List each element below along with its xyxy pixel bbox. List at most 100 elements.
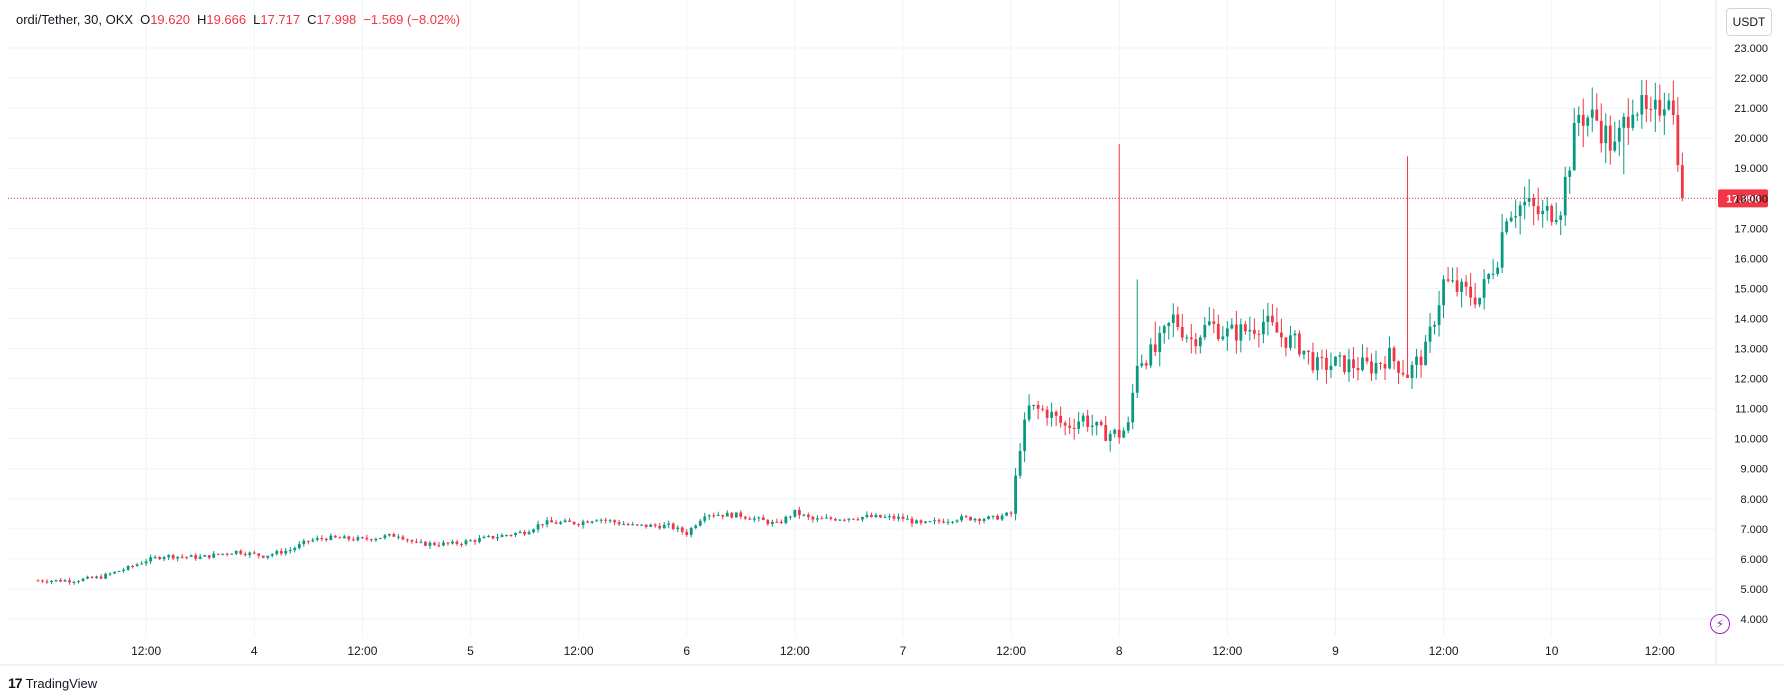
candle-body (433, 542, 436, 545)
price-tick-label: 4.000 (1740, 614, 1768, 626)
candle-body (1280, 332, 1283, 338)
time-tick-label: 12:00 (347, 644, 377, 658)
candle-body (135, 564, 139, 567)
open-label: O (140, 12, 151, 27)
candle-body (1608, 125, 1612, 151)
candle-body (1194, 339, 1198, 347)
candle-body (856, 519, 860, 521)
candle-body (752, 518, 756, 520)
candle-body (1352, 359, 1355, 369)
candle-body (1604, 125, 1608, 144)
close-label: C (307, 12, 317, 27)
price-tick-label: 22.000 (1734, 73, 1768, 85)
brand-name: TradingView (25, 675, 98, 691)
candle-body (523, 531, 526, 535)
candle-body (153, 557, 157, 559)
price-tick-label: 10.000 (1734, 434, 1768, 446)
candle-body (1473, 297, 1477, 305)
price-tick-label: 18.000 (1734, 193, 1768, 205)
candle-body (1216, 323, 1220, 340)
candle-body (536, 524, 540, 530)
candle-body (644, 524, 648, 527)
candle-body (1189, 337, 1193, 340)
candle-body (879, 515, 882, 518)
candle-body (410, 540, 414, 542)
candle-body (95, 576, 98, 578)
lightning-icon[interactable]: ⚡ (1710, 614, 1730, 634)
candle-body (68, 580, 71, 583)
candle-body (230, 553, 234, 555)
candle-body (572, 521, 576, 525)
candle-body (1140, 363, 1144, 366)
price-tick-label: 17.000 (1734, 223, 1768, 235)
candle-body (1248, 329, 1252, 332)
time-axis[interactable]: 12:00 4 12:00 5 12:00 6 12:00 7 12:00 8 12:00 9 12:0… (131, 644, 1675, 658)
candle-body (1446, 279, 1450, 281)
candle-body (604, 519, 608, 521)
candle-body (1316, 357, 1319, 371)
candle-body (1536, 206, 1540, 215)
candle-body (189, 555, 193, 557)
candle-body (212, 553, 216, 558)
candle-body (446, 542, 450, 544)
candle-body (1442, 279, 1445, 306)
candle-body (955, 520, 959, 522)
price-tick-label: 7.000 (1740, 524, 1768, 536)
candle-body (1388, 347, 1391, 369)
candle-body (1077, 421, 1081, 429)
candle-body (978, 518, 981, 521)
candle-body (1113, 429, 1117, 434)
candle-body (180, 556, 184, 558)
candle-body (1334, 356, 1337, 366)
price-tick-label: 11.000 (1735, 404, 1768, 416)
candle-body (915, 520, 918, 524)
candle-body (1500, 232, 1504, 268)
symbol-label[interactable]: ordi/Tether, 30, OKX (16, 12, 134, 27)
candle-body (1370, 361, 1373, 374)
price-axis[interactable]: 4.000 5.000 6.000 7.000 8.000 9.000 10.000 11.0… (1734, 43, 1768, 626)
candle-body (1595, 109, 1599, 121)
candle-body (419, 541, 423, 543)
candle-body (342, 536, 346, 539)
candle-body (685, 531, 689, 535)
candle-body (568, 520, 571, 522)
candle-body (1545, 205, 1549, 211)
candle-body (54, 579, 58, 581)
price-tick-label: 19.000 (1734, 163, 1768, 175)
price-tick-label: 23.000 (1734, 43, 1768, 55)
candle-body (586, 521, 590, 523)
candle-body (1599, 120, 1603, 144)
candle-body (451, 541, 454, 544)
candle-body (1176, 314, 1180, 328)
price-tick-label: 14.000 (1734, 313, 1768, 325)
candle-body (1027, 405, 1031, 420)
candle-body (590, 521, 594, 523)
candle-body (1329, 365, 1333, 370)
candle-body (270, 554, 274, 556)
candle-body (757, 517, 761, 519)
candle-body (559, 522, 562, 524)
candle-body (1347, 359, 1351, 373)
candle-body (1243, 324, 1247, 332)
candle-body (1234, 324, 1238, 341)
tradingview-logo-icon: 17 (8, 675, 23, 691)
candle-body (1671, 100, 1675, 116)
candle-body (1275, 322, 1279, 333)
candle-body (617, 522, 621, 525)
change-value: −1.569 (−8.02%) (363, 12, 461, 27)
candle-body (81, 578, 85, 582)
tradingview-brand[interactable]: 17 TradingView (8, 675, 97, 691)
price-tick-label: 8.000 (1740, 494, 1768, 506)
candle-body (924, 521, 927, 523)
candle-body (1676, 115, 1680, 166)
candle-body (86, 576, 89, 579)
currency-button[interactable]: USDT (1726, 8, 1772, 36)
candle-body (36, 580, 40, 582)
candle-body (883, 516, 887, 518)
candle-body (680, 527, 684, 532)
candle-body (865, 514, 869, 518)
candle-body (1000, 515, 1004, 520)
candle-body (1586, 117, 1590, 126)
